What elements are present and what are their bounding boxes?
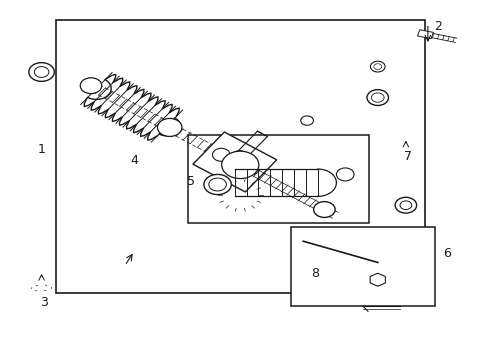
Circle shape [371,93,383,102]
Text: 3: 3 [40,296,48,309]
Text: 2: 2 [433,21,441,33]
Polygon shape [193,132,276,192]
Circle shape [80,78,102,94]
Circle shape [300,116,313,125]
Circle shape [157,118,182,136]
Bar [188,135,368,223]
Circle shape [373,64,381,69]
Circle shape [366,90,387,105]
Text: 1: 1 [38,143,45,156]
Polygon shape [369,273,385,286]
Circle shape [34,67,49,77]
Circle shape [29,63,54,81]
Circle shape [221,151,258,179]
Circle shape [336,168,353,181]
Circle shape [370,61,384,72]
Text: 6: 6 [443,247,450,260]
Polygon shape [417,30,432,39]
Text: 7: 7 [404,150,411,163]
Circle shape [394,197,416,213]
Circle shape [230,151,248,164]
Circle shape [208,178,226,191]
Circle shape [203,174,231,194]
Circle shape [399,201,411,210]
Text: 4: 4 [130,154,138,167]
Text: 8: 8 [311,267,319,280]
Bar [290,227,434,306]
Text: 5: 5 [186,175,194,188]
Circle shape [212,148,229,161]
Circle shape [313,202,334,217]
Circle shape [239,163,257,176]
Bar [56,20,425,293]
